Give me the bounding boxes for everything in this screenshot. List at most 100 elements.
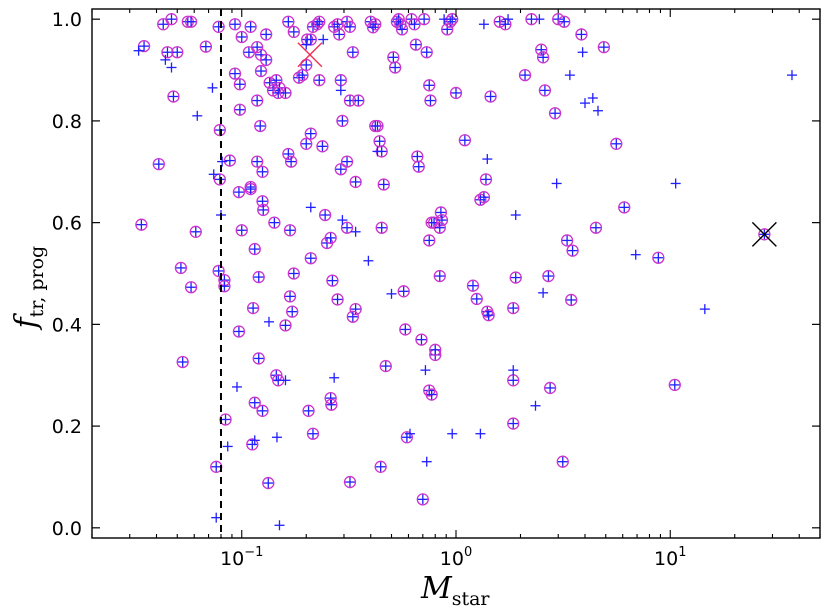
circle-marker	[252, 270, 265, 284]
circle-plus-point	[543, 381, 557, 395]
circle-marker	[343, 20, 357, 33]
circle-marker	[458, 134, 472, 147]
circle-marker	[435, 213, 449, 227]
circle-marker	[535, 43, 548, 56]
circle-marker	[268, 216, 281, 229]
highlight-layer	[297, 42, 777, 247]
circle-marker	[416, 493, 429, 506]
circle-plus-point	[284, 155, 298, 168]
circle-marker	[251, 94, 264, 107]
circle-plus-point	[542, 269, 555, 283]
circle-plus-point	[302, 404, 315, 417]
circle-marker	[282, 147, 295, 161]
circle-plus-point	[296, 68, 309, 82]
circle-marker	[232, 185, 246, 199]
circle-plus-point	[313, 74, 326, 87]
circle-marker	[377, 178, 390, 191]
circle-marker	[304, 127, 317, 140]
circle-marker	[263, 76, 276, 89]
circle-marker	[171, 46, 184, 59]
y-tick-label: 1.0	[52, 9, 82, 31]
circle-marker	[470, 292, 483, 306]
circle-marker	[369, 119, 382, 133]
circle-marker	[251, 155, 264, 168]
circle-plus-point	[251, 155, 264, 168]
plus-point	[482, 154, 493, 165]
circle-plus-point	[352, 94, 365, 107]
plus-point	[329, 372, 340, 383]
circle-marker	[412, 160, 425, 173]
plus-point	[208, 169, 219, 180]
circle-plus-point	[248, 242, 261, 256]
circle-plus-point	[482, 309, 495, 322]
circle-plus-point	[244, 20, 257, 33]
x-marker-stroke	[751, 221, 777, 247]
circle-marker	[466, 279, 480, 292]
circle-marker	[618, 201, 631, 214]
circle-plus-point	[433, 221, 446, 234]
circle-plus-point	[137, 39, 151, 53]
circle-marker	[246, 301, 260, 315]
circle-marker	[558, 15, 571, 28]
circle-plus-point	[316, 140, 329, 153]
circle-plus-point	[279, 86, 292, 100]
circle-marker	[287, 267, 300, 280]
plus-point	[222, 441, 233, 452]
circle-marker	[509, 271, 522, 284]
circle-marker	[248, 242, 261, 256]
circle-marker	[135, 218, 148, 231]
circle-plus-point	[251, 94, 264, 107]
circle-plus-point	[412, 160, 425, 173]
plus-point	[160, 54, 171, 65]
circle-plus-point	[343, 475, 357, 489]
circle-marker	[423, 234, 436, 247]
plus-point	[271, 432, 282, 443]
circle-marker	[257, 203, 270, 217]
circle-plus-point	[233, 103, 247, 116]
plus-point	[420, 365, 431, 376]
plus-point	[699, 304, 710, 315]
circle-plus-point	[256, 404, 269, 417]
circle-marker	[260, 28, 273, 41]
y-tick-label: 0.4	[52, 314, 82, 336]
circle-plus-point	[246, 438, 259, 451]
circle-marker	[343, 475, 357, 489]
circle-marker	[282, 15, 295, 28]
circle-marker	[397, 285, 410, 298]
circle-marker	[212, 20, 225, 33]
circle-plus-point	[254, 119, 267, 133]
circle-plus-point	[560, 234, 574, 247]
circle-marker	[610, 137, 623, 150]
circle-plus-point	[548, 107, 562, 120]
plus-point	[274, 520, 285, 531]
circle-marker	[213, 123, 226, 137]
circle-plus-point	[254, 64, 268, 78]
plus-point	[231, 381, 242, 392]
circle-marker	[424, 94, 437, 107]
points-layer	[133, 13, 797, 531]
circle-marker	[235, 30, 248, 44]
circle-plus-point	[262, 476, 275, 490]
plus-point	[530, 400, 541, 411]
circle-marker	[313, 74, 326, 87]
circle-marker	[233, 103, 247, 116]
circle-marker	[352, 94, 365, 107]
circle-marker	[218, 280, 231, 293]
circle-marker	[399, 323, 412, 336]
circle-plus-point	[499, 18, 512, 31]
circle-plus-point	[389, 61, 402, 74]
circle-plus-point	[411, 150, 424, 163]
y-tick-labels: 0.0 0.2 0.4 0.6 0.8 1.0	[52, 9, 82, 540]
plus-point	[337, 215, 348, 226]
circle-plus-point	[589, 221, 603, 234]
circle-plus-point	[387, 51, 400, 64]
circle-marker	[548, 107, 562, 120]
circle-plus-point	[416, 493, 429, 506]
circle-marker	[474, 193, 487, 206]
circle-plus-point	[252, 270, 265, 284]
circle-marker	[484, 90, 497, 103]
plus-point	[510, 210, 521, 221]
circle-marker	[409, 38, 423, 51]
plus-point	[217, 156, 228, 167]
